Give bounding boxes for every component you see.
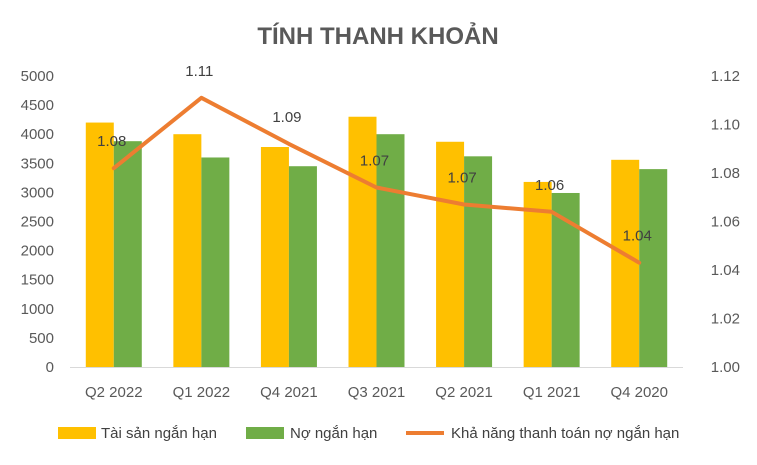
- y-right-tick-5: 1.10: [711, 117, 740, 134]
- y-left-tick-0: 0: [46, 359, 54, 376]
- ratio-data-label-6: 1.04: [623, 228, 652, 245]
- ratio-line: [111, 95, 642, 265]
- y-left-tick-4: 2000: [21, 243, 54, 260]
- y-left-tick-9: 4500: [21, 97, 54, 114]
- legend-label-2: Khả năng thanh toán nợ ngắn hạn: [451, 425, 679, 442]
- y-right-tick-2: 1.04: [711, 262, 740, 279]
- bar-no-6: [639, 169, 668, 367]
- y-right-tick-3: 1.06: [711, 214, 740, 231]
- bar-tai-san-6: [611, 159, 640, 367]
- axes-layer: 0 500 1000 1500 2000 2500 3000 3500 4000 4500 5000…: [21, 68, 740, 401]
- y-left-tick-3: 1500: [21, 272, 54, 289]
- ratio-data-label-0: 1.08: [97, 133, 126, 150]
- y-left-tick-10: 5000: [21, 68, 54, 85]
- bar-no-1: [201, 157, 230, 367]
- bar-tai-san-3: [348, 116, 377, 368]
- y-left-tick-5: 2500: [21, 214, 54, 231]
- bar-no-3: [376, 134, 405, 367]
- ratio-data-label-2: 1.09: [272, 109, 301, 126]
- y-right-tick-1: 1.02: [711, 311, 740, 328]
- ratio-data-label-3: 1.07: [360, 153, 389, 170]
- ratio-data-label-1: 1.11: [185, 63, 213, 80]
- x-category-label-4: Q2 2021: [435, 384, 493, 401]
- bar-tai-san-0: [85, 122, 114, 367]
- labels-layer: 1.08 1.11 1.09 1.07 1.07 1.06 1.04: [97, 63, 652, 245]
- y-left-tick-7: 3500: [21, 155, 54, 172]
- ratio-data-label-5: 1.06: [535, 177, 564, 194]
- x-category-label-5: Q1 2021: [523, 384, 581, 401]
- bar-no-4: [464, 156, 493, 367]
- legend-swatch-0: [58, 427, 96, 439]
- line-layer: [111, 95, 642, 265]
- y-right-tick-0: 1.00: [711, 359, 740, 376]
- y-right-tick-4: 1.08: [711, 165, 740, 182]
- legend-swatch-1: [246, 427, 284, 439]
- chart-title: TÍNH THANH KHOẢN: [257, 21, 498, 50]
- y-left-tick-6: 3000: [21, 184, 54, 201]
- x-category-label-6: Q4 2020: [610, 384, 668, 401]
- legend-label-0: Tài sản ngắn hạn: [101, 425, 217, 442]
- y-left-tick-1: 500: [29, 330, 54, 347]
- y-right-tick-6: 1.12: [711, 68, 740, 85]
- x-category-label-3: Q3 2021: [348, 384, 406, 401]
- x-category-label-2: Q4 2021: [260, 384, 318, 401]
- bar-no-0: [113, 141, 142, 367]
- x-category-label-1: Q1 2022: [173, 384, 231, 401]
- legend: Tài sản ngắn hạn Nợ ngắn hạn Khả năng than…: [58, 425, 679, 442]
- ratio-data-label-4: 1.07: [447, 170, 476, 187]
- y-left-tick-2: 1000: [21, 301, 54, 318]
- bar-tai-san-1: [173, 134, 202, 367]
- bar-no-2: [288, 166, 317, 367]
- bars-layer: [85, 116, 668, 368]
- bar-tai-san-2: [260, 147, 289, 367]
- x-category-label-0: Q2 2022: [85, 384, 143, 401]
- bar-tai-san-4: [436, 141, 465, 367]
- y-left-tick-8: 4000: [21, 126, 54, 143]
- legend-label-1: Nợ ngắn hạn: [290, 425, 377, 442]
